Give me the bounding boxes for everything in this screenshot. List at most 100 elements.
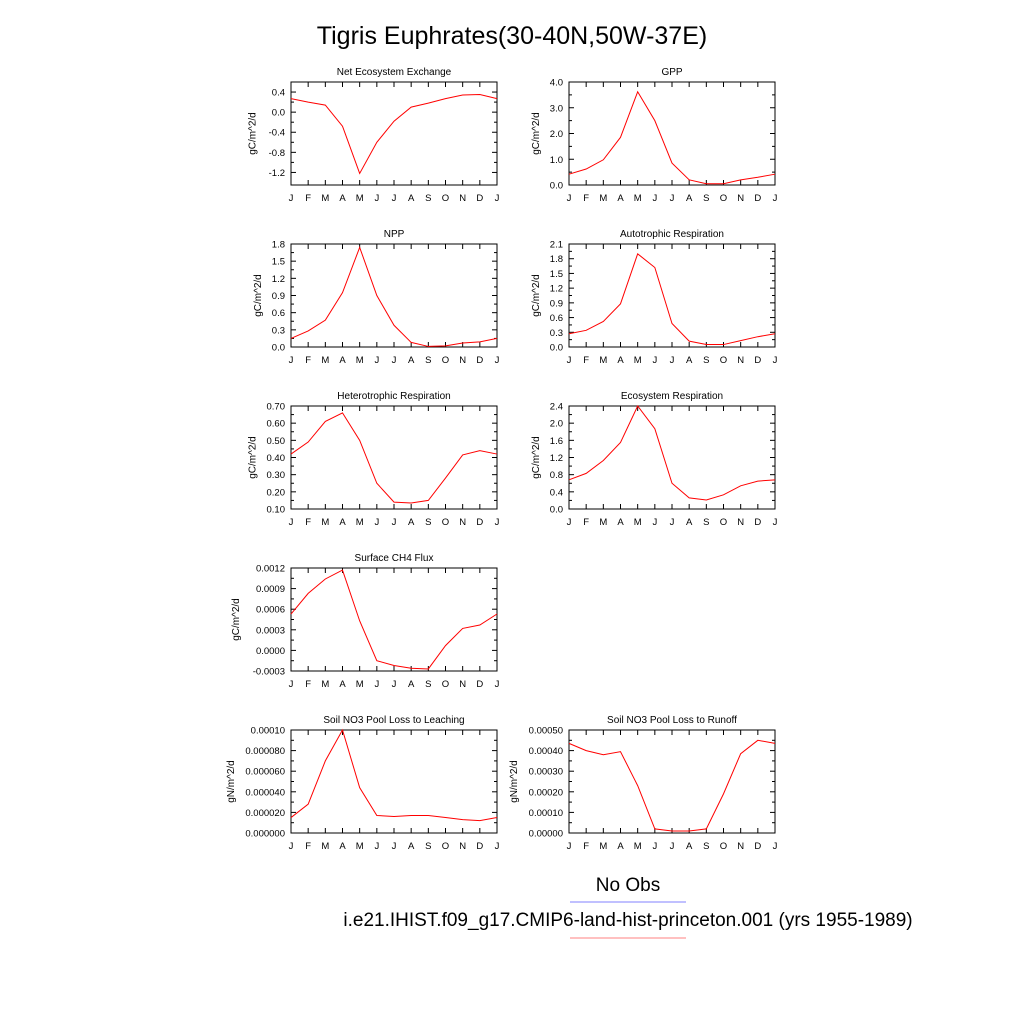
x-tick-label: S [703, 355, 709, 366]
x-tick-label: F [583, 841, 589, 852]
y-tick-label: 0.00040 [529, 746, 563, 757]
figure-title: Tigris Euphrates(30-40N,50W-37E) [317, 22, 707, 50]
x-tick-label: A [686, 841, 693, 852]
y-tick-label: 1.8 [550, 254, 563, 265]
x-tick-label: J [495, 355, 500, 366]
y-axis-label: gC/m^2/d [247, 112, 258, 155]
x-tick-label: A [617, 193, 624, 204]
x-tick-label: J [567, 517, 572, 528]
y-tick-label: 3.0 [550, 103, 563, 114]
y-tick-label: 0.00020 [529, 787, 563, 798]
x-tick-label: J [374, 517, 379, 528]
x-tick-label: J [392, 355, 397, 366]
y-tick-label: 0.6 [272, 308, 285, 319]
y-tick-label: 0.000000 [245, 829, 285, 840]
x-tick-label: A [408, 841, 415, 852]
x-tick-label: A [339, 679, 346, 690]
x-tick-label: N [737, 517, 744, 528]
y-tick-label: 1.6 [550, 436, 563, 447]
x-tick-label: S [425, 355, 431, 366]
y-axis-label: gC/m^2/d [531, 274, 542, 317]
plot-frame [568, 405, 776, 510]
x-tick-label: O [720, 193, 727, 204]
x-tick-label: A [339, 517, 346, 528]
plot-frame [290, 567, 498, 672]
panel-title: Soil NO3 Pool Loss to Leaching [323, 715, 464, 726]
x-tick-label: A [408, 517, 415, 528]
y-tick-label: 0.000020 [245, 808, 285, 819]
x-tick-label: N [737, 355, 744, 366]
y-tick-label: 1.5 [272, 257, 285, 268]
y-tick-label: 0.0000 [256, 646, 285, 657]
y-tick-label: 0.9 [272, 291, 285, 302]
x-tick-label: M [321, 679, 329, 690]
x-tick-label: S [425, 517, 431, 528]
y-tick-label: 0.0006 [256, 605, 285, 616]
x-tick-label: N [459, 517, 466, 528]
y-tick-label: 1.2 [550, 453, 563, 464]
x-tick-label: O [442, 841, 449, 852]
x-tick-label: J [773, 193, 778, 204]
legend-obs-label: No Obs [596, 875, 660, 896]
y-tick-label: 0.30 [267, 470, 286, 481]
y-axis-label: gC/m^2/d [253, 274, 264, 317]
y-tick-label: 2.0 [550, 419, 563, 430]
x-tick-label: J [392, 841, 397, 852]
y-tick-label: 0.4 [550, 487, 563, 498]
x-tick-label: A [408, 679, 415, 690]
x-tick-label: J [289, 193, 294, 204]
x-tick-label: A [339, 355, 346, 366]
x-tick-label: J [567, 841, 572, 852]
x-tick-label: M [599, 841, 607, 852]
y-tick-label: 0.40 [267, 453, 286, 464]
series-line [290, 569, 498, 670]
y-tick-label: 0.20 [267, 487, 286, 498]
y-tick-label: 0.000080 [245, 746, 285, 757]
y-axis-label: gN/m^2/d [509, 760, 520, 803]
x-tick-label: O [442, 517, 449, 528]
x-tick-label: M [321, 193, 329, 204]
series-line [290, 245, 498, 347]
x-tick-label: N [737, 841, 744, 852]
y-tick-label: 0.50 [267, 436, 286, 447]
y-tick-label: -0.8 [269, 148, 285, 159]
x-tick-label: D [476, 517, 483, 528]
x-tick-label: J [495, 841, 500, 852]
x-tick-label: M [321, 841, 329, 852]
x-tick-label: D [476, 355, 483, 366]
x-tick-label: A [686, 355, 693, 366]
x-tick-label: J [773, 517, 778, 528]
series-line [568, 405, 776, 501]
x-tick-label: J [652, 193, 657, 204]
y-tick-label: 0.00010 [251, 726, 285, 737]
x-tick-label: M [599, 355, 607, 366]
x-tick-label: A [408, 355, 415, 366]
plot-frame [290, 243, 498, 348]
x-tick-label: A [339, 193, 346, 204]
x-tick-label: S [703, 841, 709, 852]
x-tick-label: M [356, 355, 364, 366]
x-tick-label: J [392, 679, 397, 690]
y-tick-label: 2.4 [550, 402, 563, 413]
x-tick-label: J [289, 355, 294, 366]
x-tick-label: J [289, 679, 294, 690]
y-tick-label: 0.70 [267, 402, 286, 413]
y-tick-label: 0.0 [272, 108, 285, 119]
y-tick-label: 0.0003 [256, 625, 285, 636]
y-tick-label: 0.3 [272, 325, 285, 336]
x-tick-label: F [583, 193, 589, 204]
x-tick-label: F [305, 841, 311, 852]
y-tick-label: 1.2 [550, 284, 563, 295]
y-tick-label: 0.0 [272, 343, 285, 354]
legend: No Obs i.e21.IHIST.f09_g17.CMIP6-land-hi… [343, 875, 913, 939]
y-tick-label: 0.0 [550, 181, 563, 192]
x-tick-label: N [737, 193, 744, 204]
y-tick-label: 4.0 [550, 78, 563, 89]
y-tick-label: 2.0 [550, 129, 563, 140]
